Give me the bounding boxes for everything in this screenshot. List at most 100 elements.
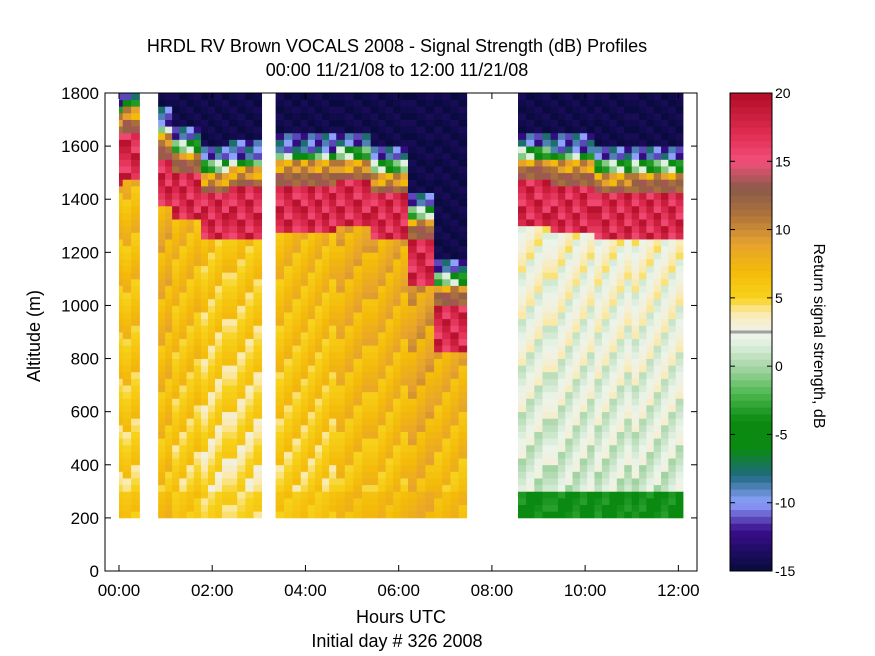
heatmap-cell bbox=[526, 312, 535, 320]
heatmap-cell bbox=[542, 332, 552, 340]
heatmap-cell bbox=[616, 418, 625, 426]
heatmap-cell bbox=[407, 444, 418, 452]
heatmap-cell bbox=[639, 159, 647, 167]
heatmap-cell bbox=[416, 478, 426, 486]
heatmap-cell bbox=[442, 351, 451, 359]
heatmap-cell bbox=[208, 484, 216, 492]
heatmap-cell bbox=[534, 351, 543, 359]
heatmap-cell bbox=[601, 305, 610, 313]
heatmap-cell bbox=[601, 424, 610, 432]
heatmap-cell bbox=[594, 225, 603, 233]
heatmap-cell bbox=[425, 272, 435, 280]
heatmap-cell bbox=[228, 444, 238, 452]
heatmap-cell bbox=[385, 497, 394, 506]
heatmap-cell bbox=[442, 398, 451, 406]
heatmap-cell bbox=[314, 458, 323, 466]
heatmap-cell bbox=[186, 378, 195, 386]
heatmap-cell bbox=[624, 411, 633, 419]
heatmap-cell bbox=[534, 285, 543, 293]
heatmap-cell bbox=[646, 272, 655, 280]
heatmap-cell bbox=[228, 225, 238, 233]
heatmap-cell bbox=[118, 252, 124, 260]
heatmap-cell bbox=[322, 444, 330, 452]
heatmap-cell bbox=[208, 132, 216, 140]
heatmap-cell bbox=[222, 132, 230, 140]
heatmap-cell bbox=[329, 345, 337, 353]
heatmap-cell bbox=[131, 285, 140, 293]
heatmap-cell bbox=[653, 478, 662, 486]
heatmap-cell bbox=[572, 239, 581, 247]
heatmap-cell bbox=[442, 205, 451, 213]
heatmap-cell bbox=[458, 132, 468, 140]
heatmap-cell bbox=[442, 411, 451, 419]
heatmap-cell bbox=[201, 444, 209, 452]
heatmap-cell bbox=[675, 451, 684, 459]
heatmap-cell bbox=[172, 245, 180, 253]
heatmap-cell bbox=[179, 471, 187, 479]
heatmap-cell bbox=[416, 192, 426, 200]
heatmap-cell bbox=[572, 152, 581, 160]
heatmap-cell bbox=[193, 166, 202, 174]
heatmap-cell bbox=[193, 132, 202, 140]
heatmap-cell bbox=[370, 424, 379, 432]
heatmap-cell bbox=[122, 312, 132, 320]
heatmap-cell bbox=[215, 418, 223, 426]
heatmap-cell bbox=[275, 179, 285, 187]
heatmap-cell bbox=[400, 484, 409, 492]
heatmap-cell bbox=[165, 451, 173, 459]
heatmap-cell bbox=[579, 298, 588, 306]
heatmap-cell bbox=[601, 451, 610, 459]
heatmap-cell bbox=[292, 166, 302, 174]
heatmap-cell bbox=[222, 458, 230, 466]
heatmap-cell bbox=[425, 292, 435, 300]
heatmap-cell bbox=[601, 418, 610, 426]
heatmap-cell bbox=[639, 172, 647, 180]
heatmap-cell bbox=[557, 464, 566, 472]
heatmap-cell bbox=[616, 511, 625, 519]
heatmap-cell bbox=[385, 411, 394, 419]
heatmap-cell bbox=[344, 458, 354, 466]
heatmap-cell bbox=[587, 332, 595, 340]
heatmap-cell bbox=[609, 351, 618, 359]
heatmap-cell bbox=[370, 99, 379, 107]
heatmap-cell bbox=[158, 99, 166, 107]
heatmap-cell bbox=[193, 126, 202, 134]
heatmap-cell bbox=[118, 358, 124, 366]
heatmap-cell bbox=[378, 318, 387, 326]
heatmap-cell bbox=[165, 139, 173, 147]
heatmap-cell bbox=[165, 365, 173, 373]
heatmap-cell bbox=[639, 205, 647, 213]
heatmap-cell bbox=[518, 272, 527, 280]
heatmap-cell bbox=[179, 497, 187, 506]
heatmap-cell bbox=[385, 166, 394, 174]
heatmap-cell bbox=[370, 166, 379, 174]
heatmap-cell bbox=[245, 504, 254, 512]
heatmap-cell bbox=[675, 166, 684, 174]
heatmap-cell bbox=[253, 152, 263, 160]
heatmap-cell bbox=[609, 172, 618, 180]
heatmap-cell bbox=[442, 298, 451, 306]
heatmap-cell bbox=[393, 239, 401, 247]
heatmap-cell bbox=[228, 338, 238, 346]
heatmap-cell bbox=[407, 338, 418, 346]
heatmap-cell bbox=[158, 325, 166, 333]
heatmap-cell bbox=[609, 491, 618, 499]
heatmap-cell bbox=[314, 166, 323, 174]
heatmap-cell bbox=[353, 411, 363, 419]
heatmap-cell bbox=[362, 451, 372, 459]
heatmap-cell bbox=[653, 199, 662, 207]
heatmap-cell bbox=[425, 365, 435, 373]
heatmap-cell bbox=[594, 424, 603, 432]
heatmap-cell bbox=[393, 371, 401, 379]
heatmap-cell bbox=[550, 152, 559, 160]
heatmap-cell bbox=[594, 252, 603, 260]
heatmap-cell bbox=[416, 458, 426, 466]
heatmap-cell bbox=[385, 185, 394, 193]
heatmap-cell bbox=[624, 239, 633, 247]
heatmap-cell bbox=[534, 166, 543, 174]
heatmap-cell bbox=[215, 232, 223, 240]
heatmap-cell bbox=[237, 265, 246, 273]
heatmap-cell bbox=[416, 438, 426, 446]
heatmap-cell bbox=[450, 491, 459, 499]
heatmap-cell bbox=[122, 491, 132, 499]
